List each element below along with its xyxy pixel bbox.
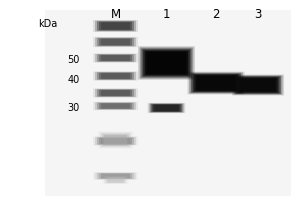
Text: kDa: kDa bbox=[38, 19, 57, 29]
FancyBboxPatch shape bbox=[152, 104, 181, 112]
FancyBboxPatch shape bbox=[101, 174, 130, 178]
FancyBboxPatch shape bbox=[97, 137, 134, 145]
FancyBboxPatch shape bbox=[97, 54, 134, 62]
FancyBboxPatch shape bbox=[101, 73, 130, 79]
FancyBboxPatch shape bbox=[101, 55, 130, 61]
Text: 3: 3 bbox=[254, 8, 262, 21]
FancyBboxPatch shape bbox=[99, 55, 132, 61]
Text: 2: 2 bbox=[212, 8, 220, 21]
FancyBboxPatch shape bbox=[97, 72, 134, 80]
FancyBboxPatch shape bbox=[194, 75, 238, 91]
FancyBboxPatch shape bbox=[103, 176, 128, 184]
FancyBboxPatch shape bbox=[99, 173, 132, 179]
FancyBboxPatch shape bbox=[154, 105, 179, 111]
FancyBboxPatch shape bbox=[99, 103, 132, 109]
FancyBboxPatch shape bbox=[101, 39, 130, 45]
FancyBboxPatch shape bbox=[196, 76, 236, 90]
FancyBboxPatch shape bbox=[101, 138, 130, 144]
FancyBboxPatch shape bbox=[95, 89, 136, 97]
Text: 40: 40 bbox=[67, 75, 80, 85]
FancyBboxPatch shape bbox=[188, 72, 244, 94]
FancyBboxPatch shape bbox=[193, 74, 239, 92]
Text: M: M bbox=[110, 8, 121, 21]
FancyBboxPatch shape bbox=[93, 37, 138, 47]
FancyBboxPatch shape bbox=[100, 132, 131, 148]
FancyBboxPatch shape bbox=[106, 177, 125, 183]
FancyBboxPatch shape bbox=[95, 54, 136, 62]
FancyBboxPatch shape bbox=[143, 50, 190, 76]
FancyBboxPatch shape bbox=[93, 102, 138, 110]
FancyBboxPatch shape bbox=[95, 102, 136, 110]
FancyBboxPatch shape bbox=[104, 176, 127, 184]
FancyBboxPatch shape bbox=[95, 72, 136, 80]
FancyBboxPatch shape bbox=[99, 38, 132, 46]
FancyBboxPatch shape bbox=[149, 103, 184, 113]
FancyBboxPatch shape bbox=[99, 73, 132, 79]
FancyBboxPatch shape bbox=[101, 90, 130, 96]
FancyBboxPatch shape bbox=[237, 77, 279, 93]
FancyBboxPatch shape bbox=[142, 49, 192, 77]
FancyBboxPatch shape bbox=[93, 20, 138, 32]
Text: 30: 30 bbox=[67, 103, 80, 113]
FancyBboxPatch shape bbox=[93, 172, 138, 180]
FancyBboxPatch shape bbox=[97, 173, 134, 179]
FancyBboxPatch shape bbox=[95, 37, 136, 47]
FancyBboxPatch shape bbox=[98, 131, 133, 149]
FancyBboxPatch shape bbox=[93, 88, 138, 98]
FancyBboxPatch shape bbox=[232, 75, 284, 96]
FancyBboxPatch shape bbox=[101, 103, 130, 109]
FancyBboxPatch shape bbox=[189, 72, 243, 94]
FancyBboxPatch shape bbox=[150, 104, 183, 112]
FancyBboxPatch shape bbox=[241, 79, 275, 91]
FancyBboxPatch shape bbox=[107, 177, 124, 183]
FancyBboxPatch shape bbox=[97, 89, 134, 97]
FancyBboxPatch shape bbox=[104, 135, 127, 145]
FancyBboxPatch shape bbox=[153, 105, 180, 111]
FancyBboxPatch shape bbox=[93, 71, 138, 81]
FancyBboxPatch shape bbox=[101, 22, 130, 30]
FancyBboxPatch shape bbox=[151, 104, 182, 112]
FancyBboxPatch shape bbox=[95, 137, 136, 145]
FancyBboxPatch shape bbox=[99, 138, 132, 144]
FancyBboxPatch shape bbox=[95, 173, 136, 179]
FancyBboxPatch shape bbox=[95, 21, 136, 31]
FancyBboxPatch shape bbox=[45, 10, 291, 196]
FancyBboxPatch shape bbox=[148, 103, 185, 113]
FancyBboxPatch shape bbox=[102, 134, 129, 146]
FancyBboxPatch shape bbox=[99, 22, 132, 30]
FancyBboxPatch shape bbox=[147, 52, 186, 74]
FancyBboxPatch shape bbox=[233, 75, 283, 95]
FancyBboxPatch shape bbox=[235, 76, 281, 94]
FancyBboxPatch shape bbox=[140, 47, 193, 79]
FancyBboxPatch shape bbox=[198, 76, 234, 90]
FancyBboxPatch shape bbox=[138, 46, 195, 80]
FancyBboxPatch shape bbox=[93, 53, 138, 63]
FancyBboxPatch shape bbox=[191, 73, 241, 93]
FancyBboxPatch shape bbox=[240, 78, 276, 92]
Text: 1: 1 bbox=[163, 8, 170, 21]
FancyBboxPatch shape bbox=[238, 77, 278, 93]
FancyBboxPatch shape bbox=[145, 51, 188, 75]
FancyBboxPatch shape bbox=[97, 38, 134, 46]
Text: 50: 50 bbox=[67, 55, 80, 65]
FancyBboxPatch shape bbox=[97, 21, 134, 31]
FancyBboxPatch shape bbox=[148, 53, 185, 73]
FancyBboxPatch shape bbox=[93, 136, 138, 146]
FancyBboxPatch shape bbox=[97, 103, 134, 109]
FancyBboxPatch shape bbox=[99, 90, 132, 96]
